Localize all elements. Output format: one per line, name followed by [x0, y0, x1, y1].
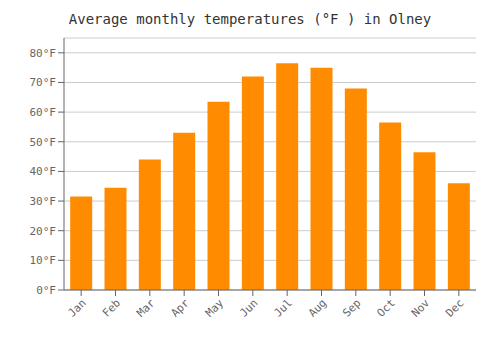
- svg-text:70°F: 70°F: [30, 76, 57, 89]
- svg-text:Jun: Jun: [237, 296, 260, 319]
- svg-text:Jan: Jan: [66, 296, 89, 319]
- html-text:Average monthly temperatures (: Average monthly temperatures (°F ) in Ol…: [68, 11, 432, 27]
- svg-text:Feb: Feb: [100, 296, 123, 319]
- svg-text:Aug: Aug: [306, 296, 329, 319]
- svg-text:Dec: Dec: [443, 296, 466, 319]
- svg-text:10°F: 10°F: [30, 254, 57, 267]
- svg-text:May: May: [203, 296, 227, 320]
- svg-text:Sep: Sep: [340, 296, 363, 319]
- svg-text:60°F: 60°F: [30, 106, 57, 119]
- svg-text:0°F: 0°F: [36, 284, 56, 297]
- svg-text:Jul: Jul: [272, 296, 295, 319]
- svg-text:20°F: 20°F: [30, 225, 57, 238]
- svg-text:80°F: 80°F: [30, 47, 57, 60]
- svg-text:Mar: Mar: [134, 296, 158, 320]
- svg-text:40°F: 40°F: [30, 165, 57, 178]
- svg-text:Nov: Nov: [409, 296, 433, 320]
- svg-text:30°F: 30°F: [30, 195, 57, 208]
- svg-text:50°F: 50°F: [30, 136, 57, 149]
- svg-text:Oct: Oct: [375, 296, 398, 319]
- svg-text:Apr: Apr: [169, 296, 193, 320]
